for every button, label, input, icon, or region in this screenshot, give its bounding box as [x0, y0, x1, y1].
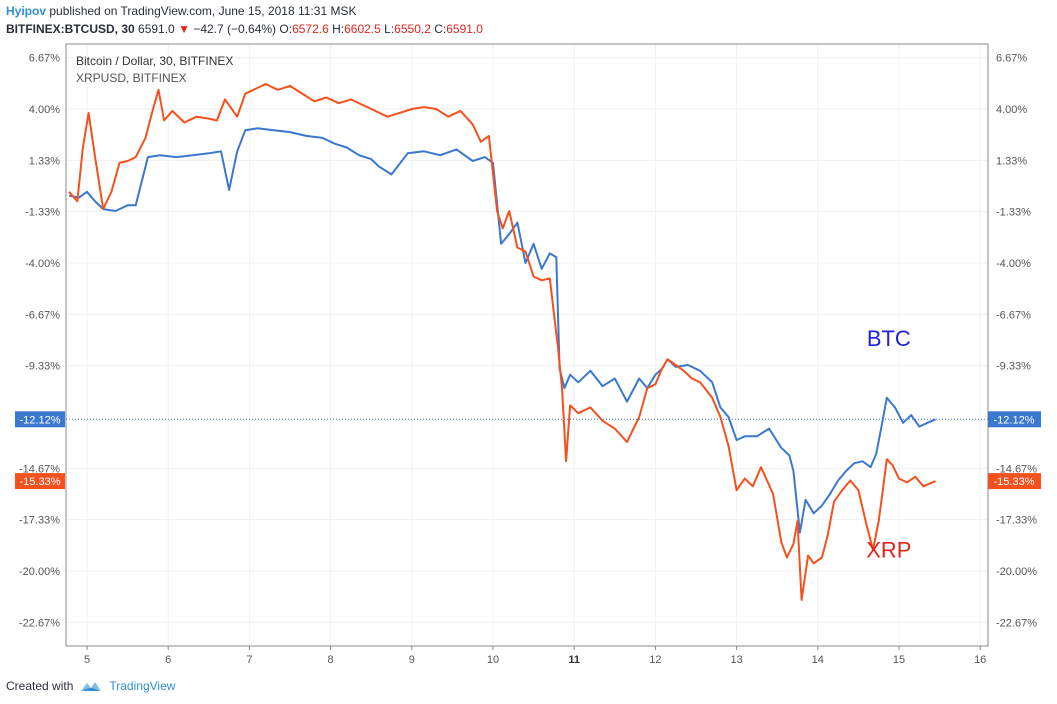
last-value-badge-right	[988, 411, 1041, 428]
x-tick-label: 8	[328, 654, 334, 666]
symbol-label: BITFINEX:BTCUSD, 30	[6, 22, 135, 36]
low-value: 6550.2	[394, 22, 431, 36]
x-tick-label: 9	[409, 654, 415, 666]
last-value-text-right: -15.33%	[994, 476, 1035, 488]
y-tick-label-right: -22.67%	[996, 617, 1037, 629]
x-tick-label: 16	[974, 654, 986, 666]
series-line-xrpusd	[68, 83, 936, 601]
plot-frame	[65, 43, 989, 647]
price-change: −42.7 (−0.64%)	[193, 22, 277, 36]
x-tick-label: 10	[487, 654, 499, 666]
y-tick-label-left: 1.33%	[29, 155, 60, 167]
last-value-badge-right	[988, 473, 1041, 490]
y-tick-label-left: -4.00%	[25, 258, 60, 270]
y-tick-label-left: -14.67%	[19, 463, 60, 475]
y-tick-label-right: -9.33%	[996, 361, 1031, 373]
y-tick-label-right: -4.00%	[996, 258, 1031, 270]
y-tick-label-left: 4.00%	[29, 104, 60, 116]
publish-info: Hyipov published on TradingView.com, Jun…	[6, 4, 356, 18]
y-tick-label-right: 1.33%	[996, 155, 1027, 167]
x-tick-label: 7	[246, 654, 252, 666]
last-value-badge-left	[15, 473, 65, 490]
x-tick-label: 11	[568, 654, 580, 666]
legend-btc: Bitcoin / Dollar, 30, BITFINEX	[76, 54, 233, 68]
last-price: 6591.0	[138, 22, 175, 36]
close-value: 6591.0	[446, 22, 483, 36]
y-tick-label-left: 6.67%	[29, 53, 60, 65]
x-tick-label: 12	[649, 654, 661, 666]
last-value-text-left: -12.12%	[20, 414, 61, 426]
y-tick-label-right: -20.00%	[996, 566, 1037, 578]
x-tick-label: 15	[893, 654, 905, 666]
x-tick-label: 6	[165, 654, 171, 666]
y-tick-label-left: -20.00%	[19, 566, 60, 578]
close-label: C:	[434, 22, 447, 36]
footer: Created with TradingView	[6, 679, 175, 693]
last-value-text-left: -15.33%	[20, 476, 61, 488]
ohlc-line: BITFINEX:BTCUSD, 30 6591.0 ▼ −42.7 (−0.6…	[6, 22, 483, 36]
y-tick-label-right: -1.33%	[996, 207, 1031, 219]
tradingview-logo-icon	[81, 682, 102, 691]
y-tick-label-right: -17.33%	[996, 515, 1037, 527]
high-value: 6602.5	[344, 22, 381, 36]
x-tick-label: 13	[730, 654, 742, 666]
created-with-text: Created with	[6, 679, 74, 693]
y-tick-label-right: 4.00%	[996, 104, 1027, 116]
last-value-text-right: -12.12%	[994, 414, 1035, 426]
annotation-btc: BTC	[867, 326, 911, 351]
y-tick-label-left: -9.33%	[25, 361, 60, 373]
author-name[interactable]: Hyipov	[6, 4, 47, 18]
y-tick-label-left: -6.67%	[25, 309, 60, 321]
down-triangle-icon: ▼	[178, 22, 190, 36]
y-tick-label-right: -14.67%	[996, 463, 1037, 475]
plot-area	[66, 44, 988, 646]
y-tick-label-left: -17.33%	[19, 515, 60, 527]
open-label: O:	[279, 22, 293, 36]
y-tick-label-left: -22.67%	[19, 617, 60, 629]
y-tick-label-right: 6.67%	[996, 53, 1027, 65]
high-label: H:	[332, 22, 345, 36]
low-label: L:	[384, 22, 395, 36]
published-text: published on TradingView.com, June 15, 2…	[49, 4, 357, 18]
open-value: 6572.6	[292, 22, 329, 36]
x-tick-label: 5	[84, 654, 90, 666]
y-tick-label-left: -1.33%	[25, 207, 60, 219]
x-tick-label: 14	[812, 654, 824, 666]
y-tick-label-right: -6.67%	[996, 309, 1031, 321]
legend-xrp: XRPUSD, BITFINEX	[76, 71, 187, 85]
annotation-xrp: XRP	[866, 538, 911, 563]
tradingview-link[interactable]: TradingView	[109, 679, 176, 693]
last-value-badge-left	[15, 411, 65, 428]
